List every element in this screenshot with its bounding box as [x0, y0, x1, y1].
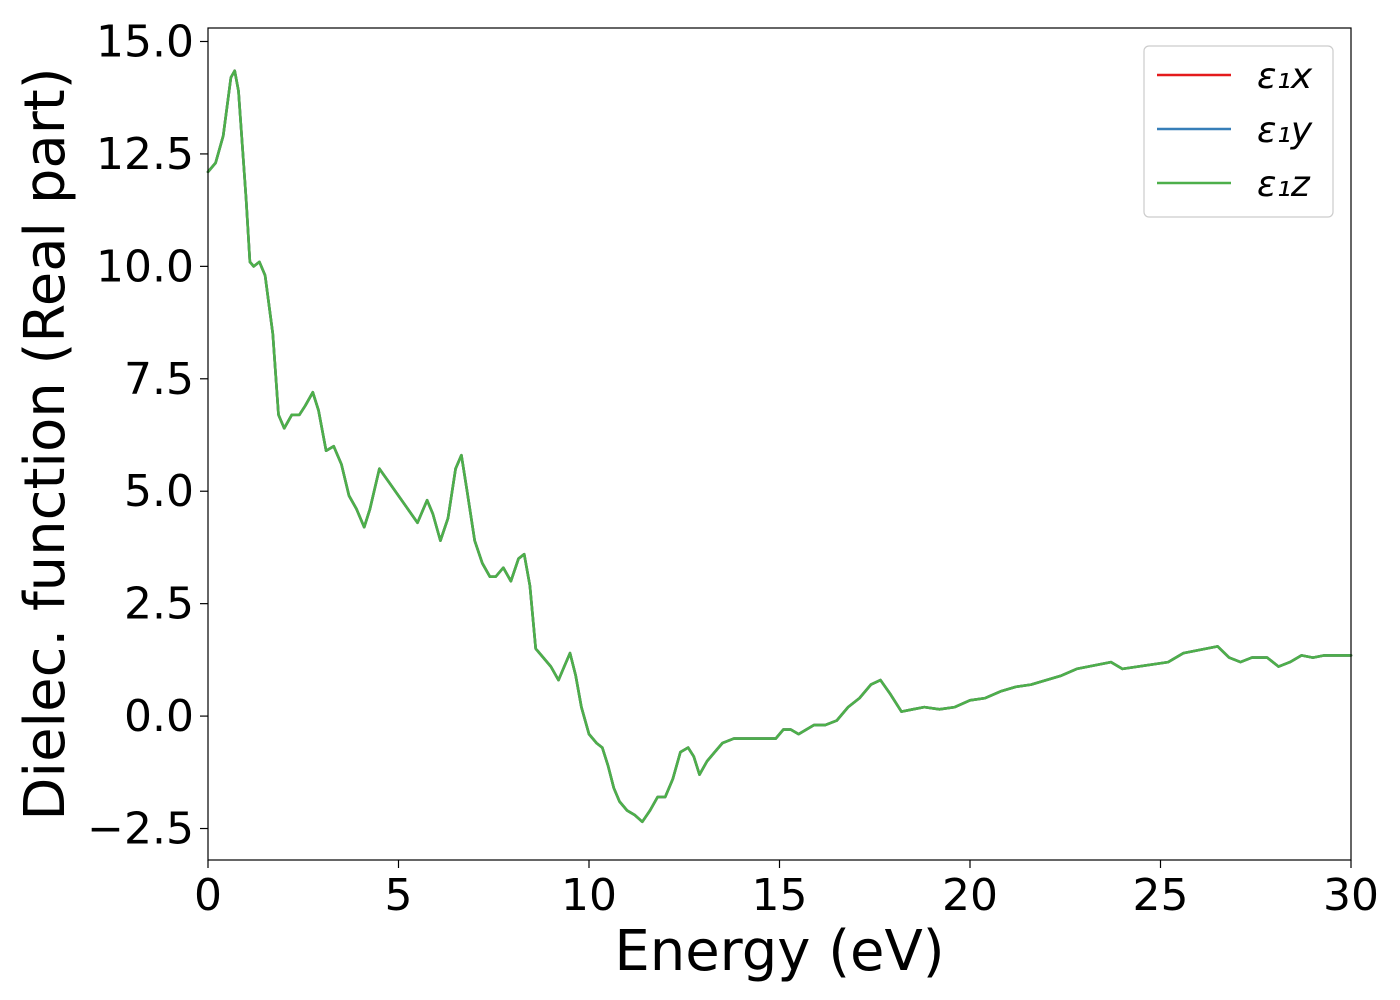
y-tick-label: 7.5	[124, 354, 194, 405]
x-tick-label: 10	[561, 870, 617, 921]
y-axis-title: Dielec. function (Real part)	[13, 67, 78, 820]
y-tick-label: 10.0	[96, 241, 194, 292]
x-tick-label: 15	[752, 870, 808, 921]
legend: ε₁x ε₁y ε₁z	[1143, 45, 1334, 218]
legend-label: ε₁y	[1257, 110, 1313, 151]
x-tick-label: 30	[1323, 870, 1379, 921]
legend-label: ε₁x	[1257, 56, 1313, 97]
x-tick-label: 25	[1133, 870, 1189, 921]
x-tick-label: 0	[194, 870, 222, 921]
legend-box	[1143, 45, 1334, 218]
legend-label: ε₁z	[1257, 164, 1311, 205]
y-tick-label: 12.5	[96, 129, 194, 180]
y-axis: −2.5 0.0 2.5 5.0 7.5 10.0 12.5 15.0	[87, 16, 208, 855]
y-tick-label: 15.0	[96, 16, 194, 67]
x-axis-title: Energy (eV)	[614, 919, 944, 984]
x-tick-label: 5	[385, 870, 413, 921]
x-tick-label: 20	[942, 870, 998, 921]
y-tick-label: 0.0	[124, 691, 194, 742]
y-tick-label: 5.0	[124, 466, 194, 517]
y-tick-label: −2.5	[87, 804, 194, 855]
x-axis: 0 5 10 15 20 25 30	[194, 860, 1379, 921]
series-line-3	[206, 69, 1353, 824]
y-tick-label: 2.5	[124, 579, 194, 630]
plot-area	[206, 27, 1353, 861]
